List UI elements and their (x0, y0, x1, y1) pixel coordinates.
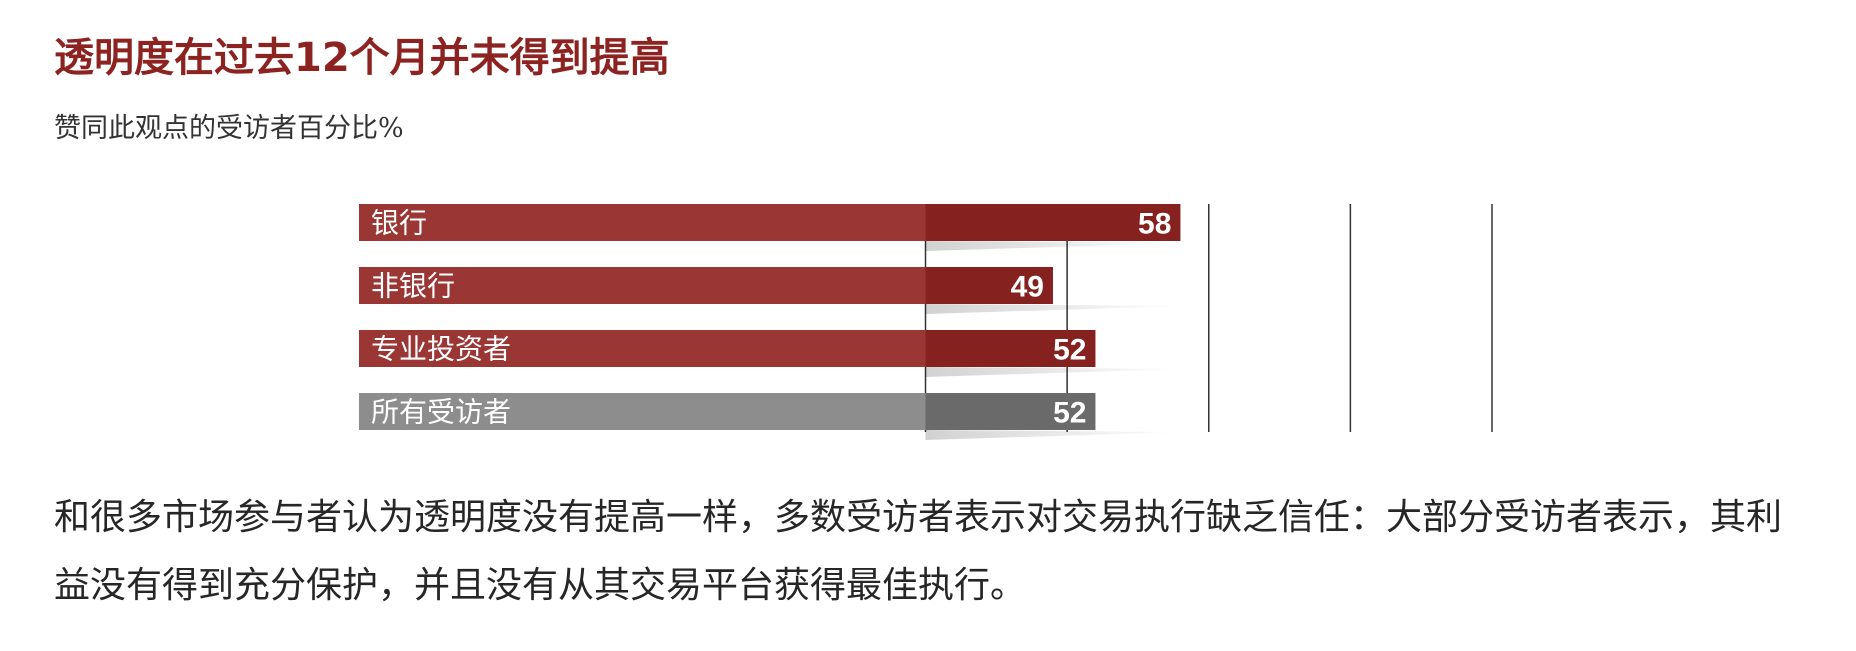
chart-title: 透明度在过去12个月并未得到提高 (54, 35, 670, 81)
bar-shadow (925, 430, 1186, 440)
bar-base (359, 393, 926, 430)
category-label: 所有受访者 (371, 396, 511, 429)
data-label: 49 (1011, 271, 1044, 304)
bar-shadow (925, 304, 1186, 314)
bar-base (359, 267, 926, 304)
bar-base (359, 330, 926, 367)
chart-subtitle: 赞同此观点的受访者百分比% (54, 113, 404, 144)
bar-shadow (925, 367, 1186, 377)
data-label: 52 (1053, 397, 1086, 430)
bar-base (359, 204, 926, 241)
body-paragraph: 和很多市场参与者认为透明度没有提高一样，多数受访者表示对交易执行缺乏信任：大部分… (54, 497, 1783, 606)
bar-value (925, 330, 1096, 367)
category-label: 非银行 (371, 270, 455, 303)
bar-shadow (925, 241, 1186, 251)
bar-value (925, 393, 1096, 430)
bar-value (925, 204, 1181, 241)
category-label: 银行 (371, 207, 427, 240)
data-label: 52 (1053, 334, 1086, 367)
data-label: 58 (1138, 208, 1171, 241)
category-label: 专业投资者 (371, 333, 511, 366)
bar-chart: 银行 58 非银行 49 专业投资者 52 所有受访者 52 (359, 204, 1493, 440)
bars: 银行 58 非银行 49 专业投资者 52 所有受访者 52 (359, 204, 1186, 440)
bar-value (925, 267, 1053, 304)
